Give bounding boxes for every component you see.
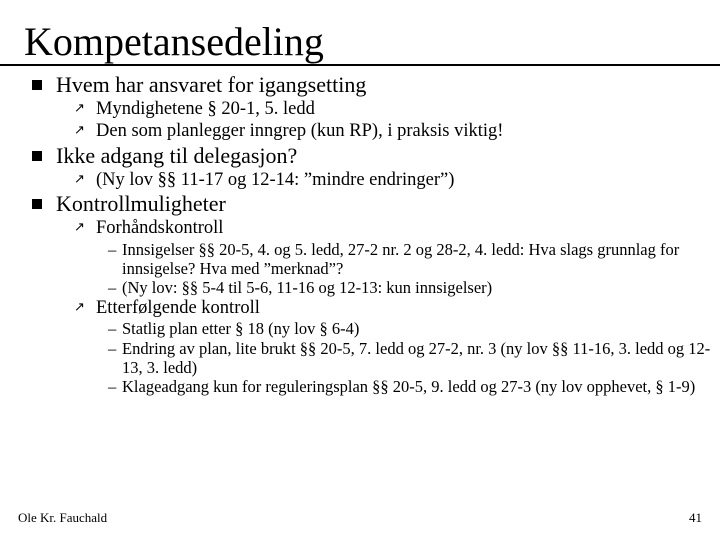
- bullet-level1: Ikke adgang til delegasjon?: [22, 143, 712, 169]
- bullet-level1: Hvem har ansvaret for igangsetting: [22, 72, 712, 98]
- slide: Kompetansedeling Hvem har ansvaret for i…: [0, 0, 720, 540]
- slide-title: Kompetansedeling: [24, 18, 698, 65]
- title-rule: [0, 64, 720, 66]
- bullet-level2: Etterfølgende kontroll: [22, 298, 712, 320]
- bullet-text: Den som planlegger inngrep (kun RP), i p…: [96, 121, 503, 141]
- bullet-level3: Endring av plan, lite brukt §§ 20-5, 7. …: [22, 339, 712, 377]
- bullet-level3: Klageadgang kun for reguleringsplan §§ 2…: [22, 377, 712, 396]
- bullet-text: Statlig plan etter § 18 (ny lov § 6-4): [122, 319, 359, 338]
- bullet-text: Kontrollmuligheter: [56, 191, 226, 216]
- bullet-text: (Ny lov: §§ 5-4 til 5-6, 11-16 og 12-13:…: [122, 278, 492, 297]
- bullet-level3: Innsigelser §§ 20-5, 4. og 5. ledd, 27-2…: [22, 240, 712, 278]
- bullet-level2: Den som planlegger inngrep (kun RP), i p…: [22, 121, 712, 143]
- bullet-text: Hvem har ansvaret for igangsetting: [56, 72, 366, 97]
- bullet-text: Innsigelser §§ 20-5, 4. og 5. ledd, 27-2…: [122, 240, 679, 278]
- bullet-list: Hvem har ansvaret for igangsetting Myndi…: [22, 72, 712, 396]
- bullet-text: Klageadgang kun for reguleringsplan §§ 2…: [122, 377, 695, 396]
- bullet-level3: Statlig plan etter § 18 (ny lov § 6-4): [22, 319, 712, 338]
- bullet-text: Ikke adgang til delegasjon?: [56, 143, 297, 168]
- bullet-text: Myndighetene § 20-1, 5. ledd: [96, 99, 315, 119]
- bullet-level1: Kontrollmuligheter: [22, 191, 712, 217]
- footer-page-number: 41: [689, 510, 702, 526]
- bullet-level2: (Ny lov §§ 11-17 og 12-14: ”mindre endri…: [22, 170, 712, 192]
- bullet-level2: Forhåndskontroll: [22, 218, 712, 240]
- bullet-level3: (Ny lov: §§ 5-4 til 5-6, 11-16 og 12-13:…: [22, 278, 712, 297]
- bullet-text: Etterfølgende kontroll: [96, 298, 260, 318]
- footer-author: Ole Kr. Fauchald: [18, 510, 107, 526]
- bullet-text: Forhåndskontroll: [96, 218, 223, 238]
- bullet-text: (Ny lov §§ 11-17 og 12-14: ”mindre endri…: [96, 170, 454, 190]
- slide-content: Hvem har ansvaret for igangsetting Myndi…: [22, 72, 712, 396]
- bullet-level2: Myndighetene § 20-1, 5. ledd: [22, 99, 712, 121]
- bullet-text: Endring av plan, lite brukt §§ 20-5, 7. …: [122, 339, 710, 377]
